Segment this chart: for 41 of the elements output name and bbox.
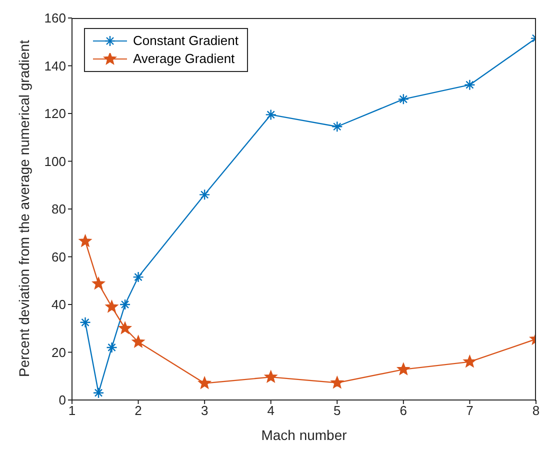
- legend-label: Constant Gradient: [133, 32, 239, 50]
- y-tick-label: 0: [58, 392, 66, 408]
- point: [398, 94, 410, 105]
- y-tick-label: 120: [44, 106, 66, 122]
- y-tick-label: 20: [52, 344, 66, 360]
- point: [264, 370, 278, 382]
- y-tick-label: 140: [44, 58, 66, 74]
- point: [132, 271, 144, 283]
- x-tick-label: 6: [400, 403, 408, 418]
- point: [106, 300, 118, 312]
- point: [119, 298, 131, 310]
- x-tick-label: 8: [532, 403, 540, 418]
- point: [397, 362, 410, 375]
- legend-label: Average Gradient: [133, 50, 235, 68]
- y-axis-title: Percent deviation from the average numerical gradient: [16, 40, 32, 377]
- x-tick-label: 1: [68, 403, 76, 418]
- point: [198, 189, 210, 200]
- x-tick-label: 7: [466, 403, 474, 418]
- point: [330, 376, 344, 388]
- y-tick-label: 100: [44, 154, 66, 169]
- point: [92, 387, 104, 398]
- point: [92, 277, 105, 290]
- point: [198, 376, 211, 389]
- point: [332, 121, 343, 132]
- y-tick-label: 80: [52, 202, 66, 217]
- y-tick-label: 60: [52, 249, 66, 264]
- point: [265, 109, 276, 120]
- y-tick-label: 160: [44, 10, 66, 26]
- point: [464, 355, 476, 368]
- point: [118, 322, 132, 334]
- point: [79, 234, 92, 247]
- x-axis-title: Mach number: [261, 427, 348, 443]
- point: [80, 316, 91, 328]
- x-tick-label: 4: [267, 403, 274, 418]
- point: [106, 342, 118, 354]
- y-tick-label: 40: [52, 297, 66, 312]
- x-tick-label: 3: [200, 403, 208, 418]
- x-tick-label: 2: [134, 403, 142, 418]
- point: [132, 335, 144, 348]
- x-tick-label: 5: [334, 403, 341, 418]
- point: [464, 79, 476, 90]
